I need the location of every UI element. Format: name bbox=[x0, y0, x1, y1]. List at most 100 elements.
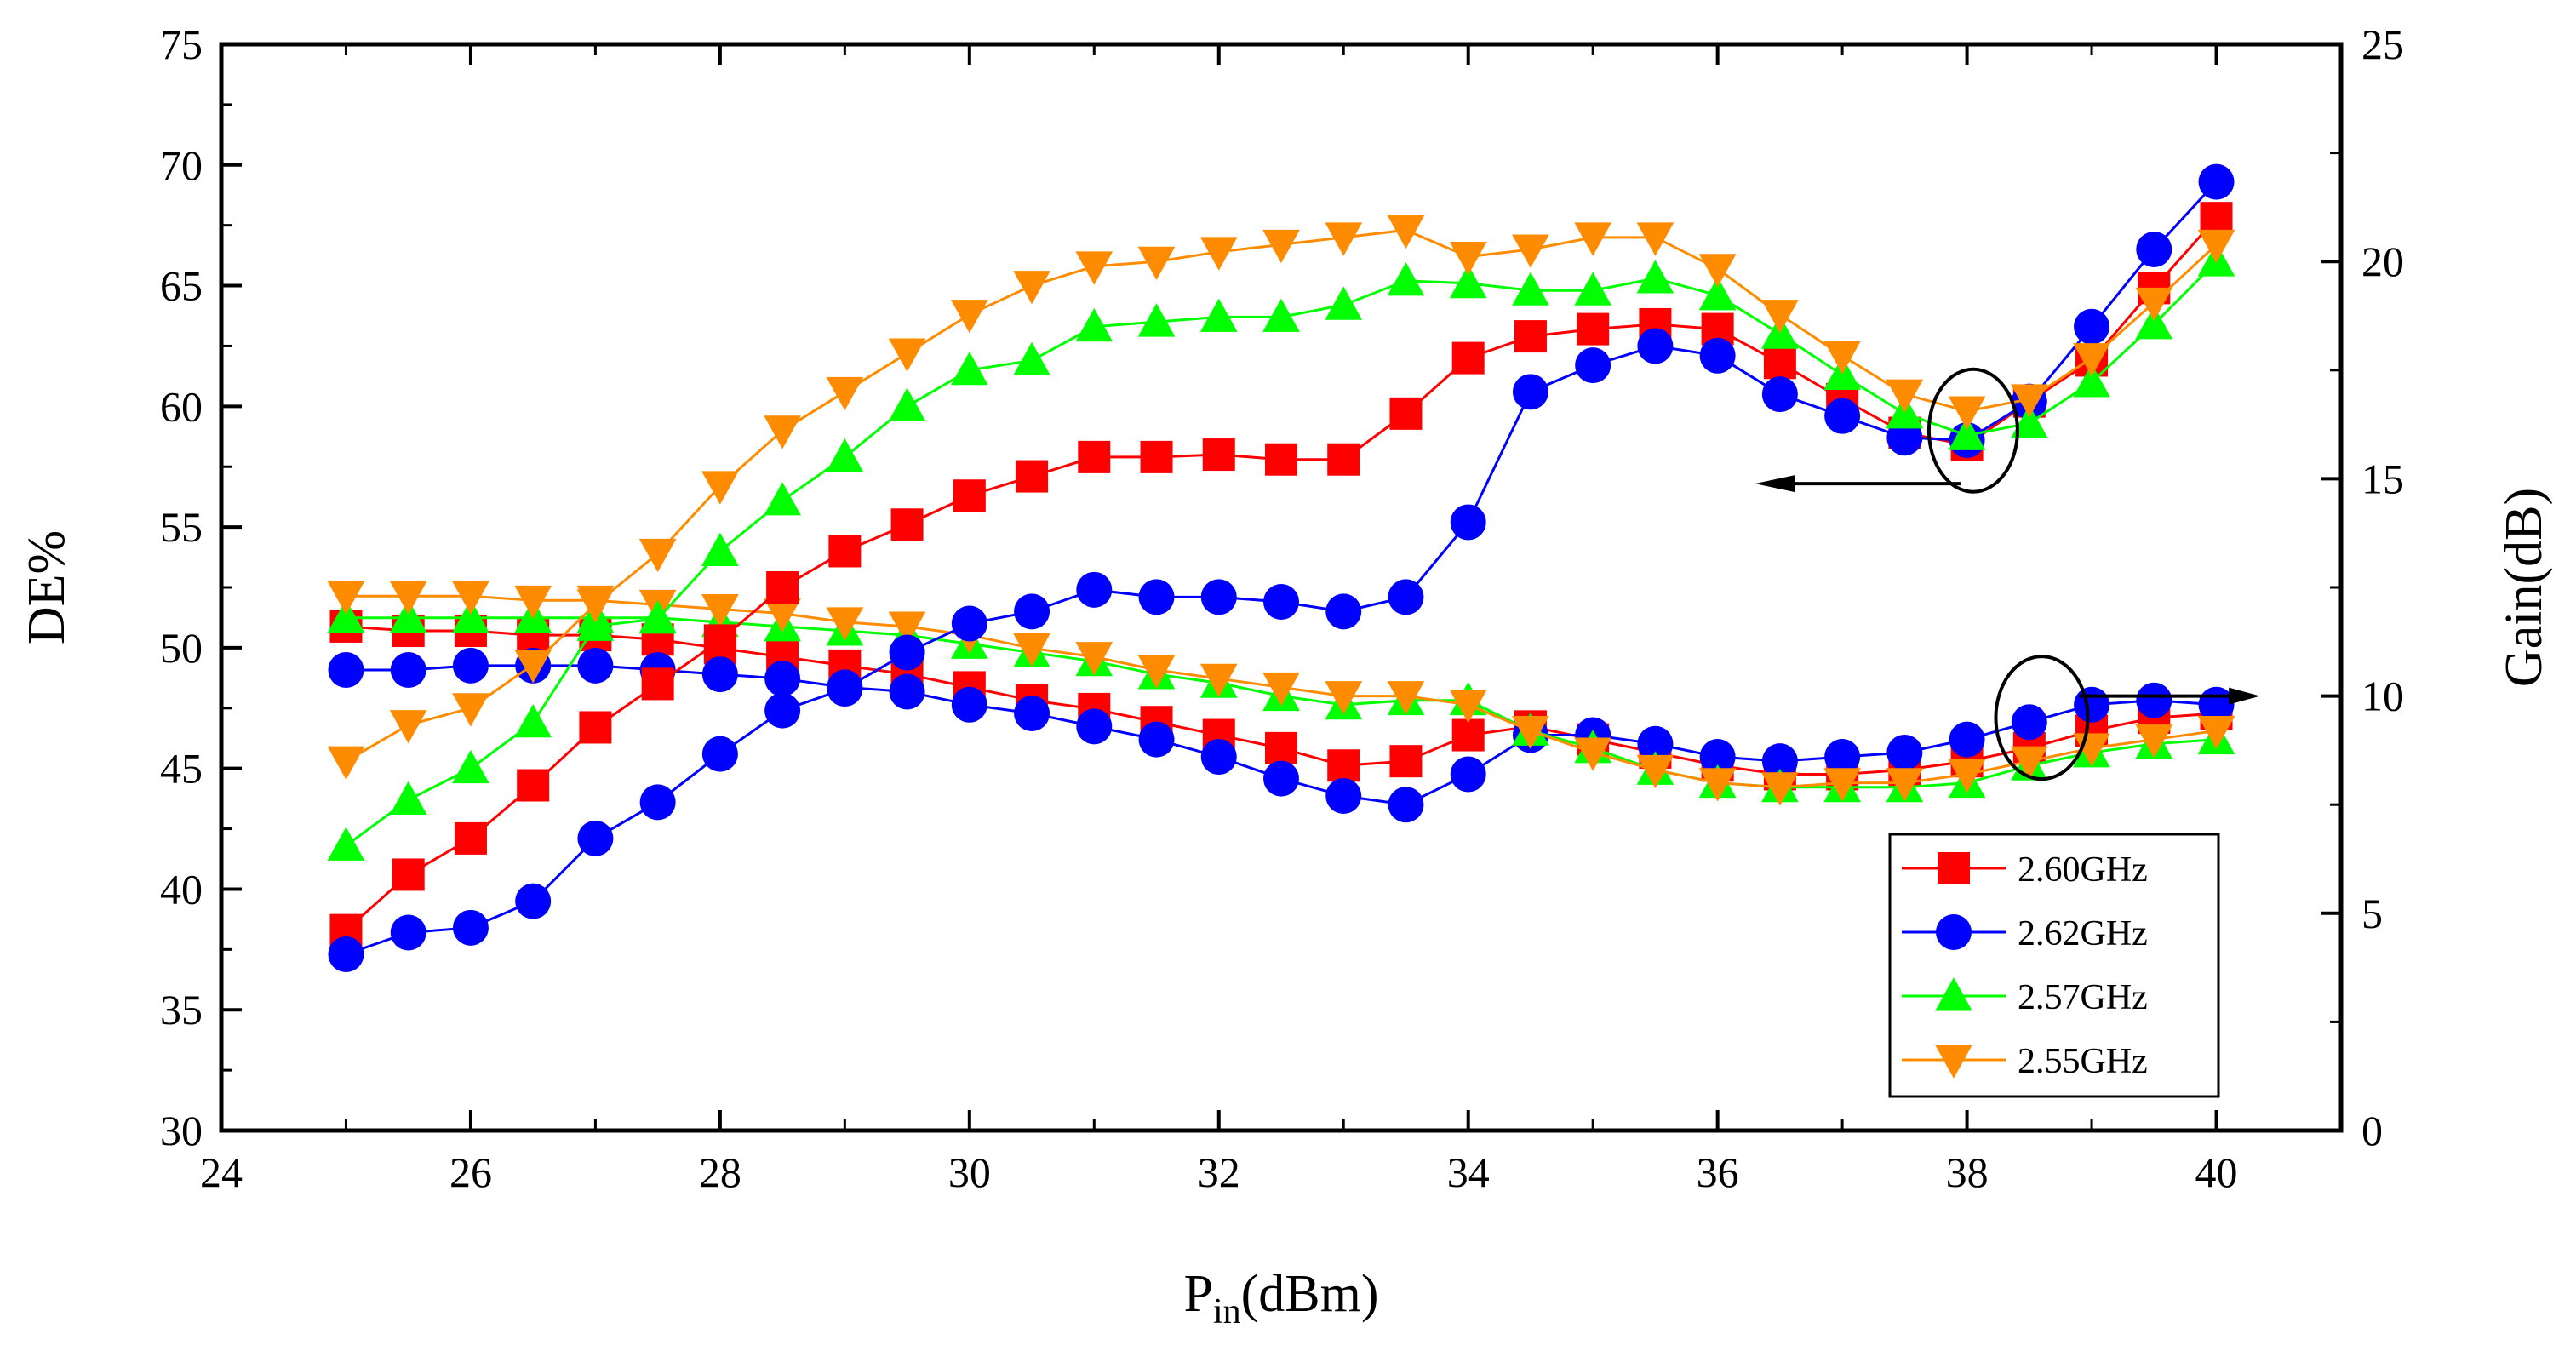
de-point-2.55GHz bbox=[1886, 379, 1924, 414]
series-layer bbox=[327, 163, 2235, 973]
gain-point-2.62GHz bbox=[2136, 682, 2172, 718]
gain-point-2.62GHz bbox=[701, 656, 738, 693]
de-point-2.55GHz bbox=[1199, 237, 1238, 271]
gain-point-2.60GHz bbox=[1265, 731, 1297, 764]
de-point-2.60GHz bbox=[454, 821, 487, 855]
de-point-2.55GHz bbox=[2197, 229, 2235, 264]
de-point-2.62GHz bbox=[1761, 376, 1798, 413]
gain-point-2.62GHz bbox=[1824, 739, 1861, 776]
de-point-2.55GHz bbox=[1948, 396, 1986, 430]
gain-point-2.55GHz bbox=[888, 611, 926, 645]
gain-point-2.62GHz bbox=[1263, 760, 1299, 797]
de-point-2.55GHz bbox=[1512, 234, 1549, 268]
gain-point-2.55GHz bbox=[701, 594, 739, 628]
de-point-2.57GHz bbox=[1449, 264, 1487, 299]
de-point-2.62GHz bbox=[1699, 337, 1736, 374]
de-point-2.57GHz bbox=[1574, 272, 1612, 306]
gain-point-2.62GHz bbox=[1949, 721, 1985, 758]
de-point-2.60GHz bbox=[1016, 460, 1049, 493]
de-point-2.55GHz bbox=[1698, 254, 1737, 288]
de-point-2.55GHz bbox=[576, 589, 615, 623]
legend-marker-2.60GHz bbox=[1938, 852, 1970, 884]
gain-point-2.60GHz bbox=[1327, 749, 1360, 782]
gain-point-2.57GHz bbox=[327, 598, 365, 633]
de-point-2.60GHz bbox=[1327, 443, 1360, 476]
x-tick-label: 26 bbox=[449, 1148, 492, 1196]
gain-point-2.55GHz bbox=[1823, 768, 1861, 802]
de-point-2.57GHz bbox=[1325, 286, 1363, 320]
de-point-2.62GHz bbox=[328, 936, 364, 973]
legend-label: 2.62GHz bbox=[2018, 914, 2148, 953]
gain-point-2.62GHz bbox=[2074, 686, 2110, 723]
de-point-2.60GHz bbox=[1763, 346, 1796, 380]
de-point-2.57GHz bbox=[1512, 272, 1549, 306]
gain-point-2.55GHz bbox=[389, 581, 427, 615]
de-point-2.62GHz bbox=[2136, 232, 2172, 268]
gain-point-2.55GHz bbox=[1137, 655, 1176, 689]
x-axis-title-main: P bbox=[1183, 1265, 1212, 1323]
de-point-2.55GHz bbox=[2135, 287, 2173, 322]
de-point-2.62GHz bbox=[1325, 593, 1362, 630]
gain-point-2.55GHz bbox=[2135, 724, 2173, 759]
de-point-2.57GHz bbox=[950, 351, 988, 386]
de-point-2.60GHz bbox=[828, 535, 862, 568]
y-right-tick-label: 0 bbox=[2361, 1107, 2383, 1154]
legend: 2.60GHz 2.62GHz 2.57GHz 2.55GHz bbox=[1888, 833, 2220, 1098]
gain-point-2.62GHz bbox=[764, 661, 801, 697]
de-point-2.60GHz bbox=[890, 508, 924, 541]
de-point-2.62GHz bbox=[577, 820, 614, 856]
de-point-2.55GHz bbox=[1636, 222, 1674, 256]
y-left-tick-label: 60 bbox=[160, 382, 203, 430]
gain-point-2.55GHz bbox=[1886, 768, 1924, 802]
arrow-head-right bbox=[2229, 687, 2260, 705]
de-point-2.55GHz bbox=[327, 746, 365, 781]
de-point-2.62GHz bbox=[515, 883, 552, 919]
de-point-2.57GHz bbox=[1636, 260, 1674, 294]
x-axis-title-sub: in bbox=[1213, 1292, 1241, 1331]
gain-point-2.62GHz bbox=[1138, 721, 1175, 758]
x-tick-label: 36 bbox=[1697, 1148, 1739, 1196]
de-point-2.57GHz bbox=[638, 600, 677, 634]
y-left-tick-label: 70 bbox=[160, 141, 203, 189]
legend-label: 2.55GHz bbox=[2018, 1042, 2148, 1081]
gain-point-2.55GHz bbox=[1761, 772, 1799, 806]
de-point-2.60GHz bbox=[1140, 440, 1173, 473]
de-point-2.57GHz bbox=[701, 532, 739, 566]
de-point-2.62GHz bbox=[1637, 328, 1674, 364]
de-point-2.60GHz bbox=[517, 769, 550, 802]
x-axis-title: Pin(dBm) bbox=[1183, 1265, 1378, 1331]
de-point-2.55GHz bbox=[1262, 229, 1300, 264]
gain-point-2.62GHz bbox=[1076, 708, 1113, 745]
de-point-2.57GHz bbox=[1262, 298, 1300, 332]
x-tick-label: 32 bbox=[1198, 1148, 1240, 1196]
legend-marker-2.55GHz bbox=[1935, 1045, 1972, 1079]
de-point-2.57GHz bbox=[1948, 416, 1986, 450]
de-point-2.57GHz bbox=[2073, 364, 2110, 398]
de-point-2.55GHz bbox=[452, 693, 489, 727]
de-point-2.55GHz bbox=[2010, 384, 2048, 418]
gain-point-2.55GHz bbox=[2197, 715, 2235, 750]
gain-point-2.55GHz bbox=[1013, 633, 1050, 667]
y-right-axis-title: Gain(dB) bbox=[2495, 488, 2553, 687]
de-point-2.62GHz bbox=[701, 736, 738, 772]
de-point-2.55GHz bbox=[1574, 222, 1612, 256]
gain-point-2.62GHz bbox=[452, 647, 489, 684]
de-point-2.57GHz bbox=[888, 387, 926, 421]
gain-point-2.55GHz bbox=[327, 581, 365, 615]
gain-point-2.55GHz bbox=[1574, 737, 1612, 771]
de-point-2.60GHz bbox=[2200, 202, 2233, 235]
de-point-2.60GHz bbox=[703, 624, 736, 657]
x-tick-label: 28 bbox=[699, 1148, 741, 1196]
de-point-2.62GHz bbox=[2198, 163, 2235, 200]
y-right-tick-label: 10 bbox=[2361, 673, 2404, 720]
y-left-tick-label: 55 bbox=[160, 503, 203, 551]
gain-point-2.55GHz bbox=[1636, 754, 1674, 789]
de-point-2.57GHz bbox=[1075, 307, 1113, 342]
de-point-2.55GHz bbox=[514, 650, 552, 684]
y-left-tick-label: 45 bbox=[160, 745, 203, 793]
gain-point-2.55GHz bbox=[2073, 733, 2110, 767]
gain-point-2.62GHz bbox=[1761, 743, 1798, 780]
de-point-2.62GHz bbox=[1388, 579, 1424, 615]
de-point-2.62GHz bbox=[1138, 579, 1175, 615]
